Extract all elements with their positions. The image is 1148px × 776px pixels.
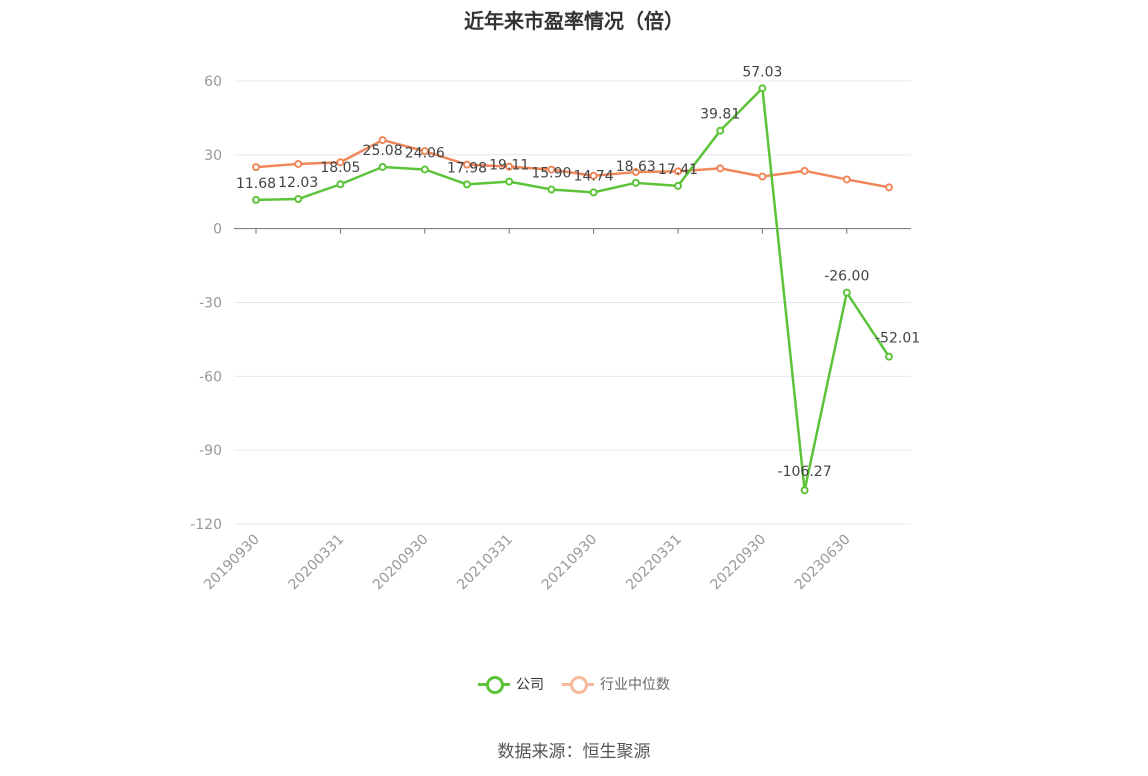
x-tick-label: 20230630 — [792, 532, 854, 594]
data-point-company — [463, 180, 471, 189]
data-point-company — [716, 126, 725, 135]
legend-swatch-industry-median — [562, 674, 594, 694]
data-label: -26.00 — [824, 269, 869, 285]
data-point-industry-median — [674, 167, 682, 176]
data-point-industry-median — [716, 164, 725, 173]
data-label: -106.27 — [778, 464, 832, 480]
x-tick-label: 20220331 — [623, 532, 685, 594]
data-point-company — [420, 165, 429, 174]
data-point-industry-median — [631, 168, 640, 177]
data-point-company — [674, 181, 682, 190]
data-point-industry-median — [589, 171, 598, 180]
y-tick-label: -120 — [190, 517, 222, 533]
data-label: 18.05 — [320, 160, 360, 176]
x-tick-label: 20210930 — [539, 532, 601, 594]
data-point-company — [842, 288, 851, 297]
grid-lines — [234, 80, 911, 525]
data-point-company — [885, 352, 893, 361]
series-lines — [252, 84, 893, 495]
y-tick-label: 30 — [204, 148, 222, 164]
data-point-company — [547, 185, 556, 194]
data-label: 17.98 — [447, 160, 487, 176]
data-point-company — [336, 180, 345, 189]
source-note: 数据来源：恒生聚源 — [497, 742, 651, 762]
chart-title: 近年来市盈率情况（倍） — [464, 9, 684, 33]
x-tick-label: 20200331 — [286, 532, 348, 594]
x-tick-label: 20190930 — [201, 532, 263, 594]
data-point-industry-median — [463, 160, 471, 169]
legend-label-industry-median: 行业中位数 — [600, 677, 670, 693]
data-point-company — [589, 188, 598, 197]
data-point-industry-median — [800, 166, 809, 175]
data-point-industry-median — [252, 163, 260, 172]
legend-swatch-company — [478, 674, 510, 694]
data-point-industry-median — [505, 162, 514, 171]
data-point-industry-median — [336, 158, 345, 167]
data-label: 12.03 — [278, 175, 318, 191]
data-label: -52.01 — [875, 331, 920, 347]
data-point-company — [378, 162, 387, 171]
data-label: 39.81 — [700, 107, 740, 123]
data-label: 57.03 — [742, 64, 782, 80]
series-line-industry-median — [255, 138, 890, 189]
data-point-company — [631, 178, 640, 187]
y-tick-label: -30 — [199, 296, 222, 312]
data-label: 15.90 — [531, 166, 571, 182]
series-line-company — [255, 87, 891, 492]
x-tick-label: 20200930 — [370, 532, 432, 594]
legend-item-industry-median[interactable]: 行业中位数 — [562, 674, 670, 694]
data-point-industry-median — [420, 147, 429, 156]
data-label: 25.08 — [363, 143, 403, 159]
data-point-company — [505, 177, 514, 186]
data-label: 19.11 — [489, 158, 529, 174]
data-point-industry-median — [885, 183, 893, 192]
y-tick-label: -90 — [199, 443, 222, 459]
data-label: 14.74 — [574, 168, 614, 184]
data-label: 17.41 — [658, 162, 698, 178]
data-point-industry-median — [294, 159, 303, 168]
legend: 公司 行业中位数 — [0, 674, 1148, 694]
legend-item-company[interactable]: 公司 — [478, 674, 544, 694]
legend-label-company: 公司 — [516, 677, 544, 693]
data-point-company — [294, 195, 303, 204]
data-point-company — [252, 195, 260, 204]
data-label: 18.63 — [616, 159, 656, 175]
data-label: 11.68 — [236, 176, 276, 192]
data-point-industry-median — [842, 175, 851, 184]
y-tick-label: 0 — [213, 222, 222, 238]
y-tick-label: -60 — [199, 369, 222, 385]
data-point-industry-median — [547, 165, 556, 174]
y-tick-label: 60 — [204, 74, 222, 90]
data-label: 24.06 — [405, 145, 445, 161]
data-point-industry-median — [378, 136, 387, 145]
data-point-industry-median — [758, 172, 767, 181]
data-point-company — [758, 84, 767, 93]
x-tick-label: 20210331 — [454, 532, 516, 594]
data-point-company — [800, 486, 809, 495]
x-tick-label: 20220930 — [708, 532, 770, 594]
